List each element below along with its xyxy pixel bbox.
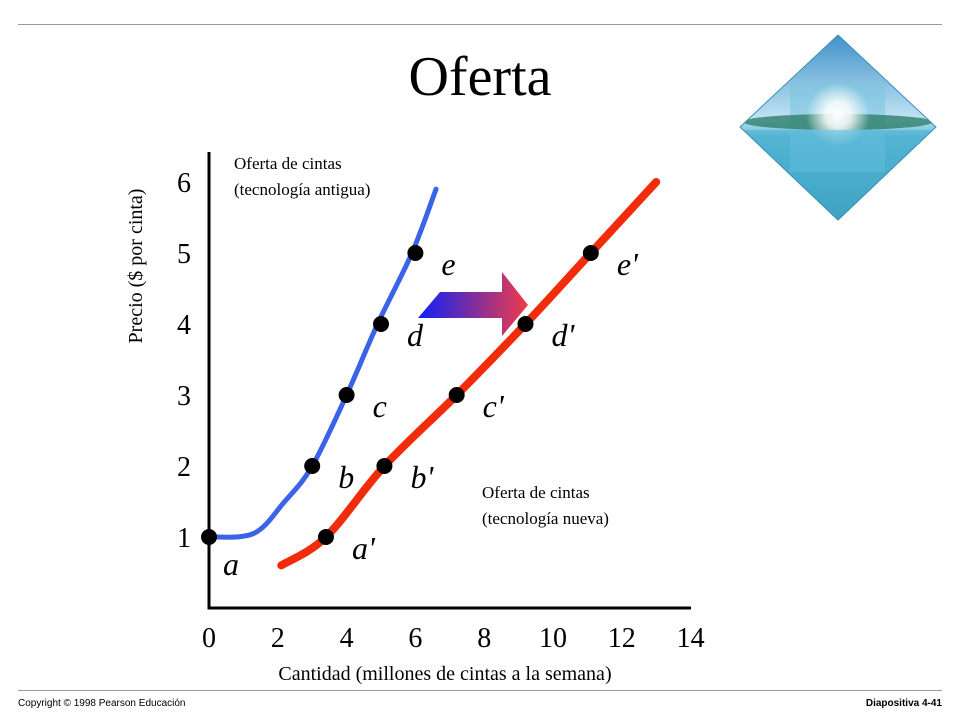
x-tick-label: 0 <box>202 623 216 654</box>
x-axis-title: Cantidad (millones de cintas a la semana… <box>278 663 611 685</box>
old-technology-label: (tecnología antigua) <box>234 180 370 199</box>
point-a <box>201 529 217 545</box>
point-label-d: d <box>407 317 424 353</box>
point-label-d-prime: d' <box>551 317 575 353</box>
x-tick-label: 2 <box>271 623 285 654</box>
point-c <box>338 387 355 403</box>
point-label-b-prime: b' <box>410 459 434 495</box>
bottom-rule <box>18 690 942 691</box>
point-label-c: c <box>373 388 387 424</box>
old-technology-label: Oferta de cintas <box>234 154 342 173</box>
point-label-b: b <box>338 459 354 495</box>
y-tick-label: 2 <box>177 452 191 483</box>
shift-right-arrow <box>418 272 528 336</box>
x-tick-label: 14 <box>677 623 705 654</box>
new-technology-label: Oferta de cintas <box>482 483 590 502</box>
y-tick-label: 6 <box>177 168 191 199</box>
point-d <box>373 316 389 332</box>
supply-curves <box>206 178 661 570</box>
x-tick-label: 12 <box>608 623 636 654</box>
copyright-text: Copyright © 1998 Pearson Educación <box>18 698 186 709</box>
y-axis-title: Precio ($ por cinta) <box>125 189 147 344</box>
x-tick-label: 8 <box>477 623 491 654</box>
point-d-prime <box>517 316 534 332</box>
point-label-c-prime: c' <box>483 388 505 424</box>
y-tick-label: 1 <box>177 523 191 554</box>
point-c-prime <box>448 387 465 403</box>
slide-title: Oferta <box>408 46 552 108</box>
old-technology-supply-curve <box>206 186 439 540</box>
y-tick-label: 4 <box>177 310 191 341</box>
point-b-prime <box>376 458 393 474</box>
point-b <box>304 458 321 474</box>
curve-labels: Oferta de cintas (tecnología antigua) Ofer… <box>234 154 609 528</box>
point-label-e: e <box>441 246 455 282</box>
top-rule <box>18 24 942 25</box>
slide-number: Diapositiva 4-41 <box>865 698 942 709</box>
point-e-prime <box>582 245 599 261</box>
point-a-prime <box>317 529 334 545</box>
tropical-beach-diamond-logo <box>739 34 937 221</box>
point-e <box>407 245 424 261</box>
x-tick-label: 10 <box>539 623 567 654</box>
x-tick-label: 4 <box>340 623 354 654</box>
point-label-e-prime: e' <box>617 246 639 282</box>
point-label-a-prime: a' <box>352 530 376 566</box>
y-tick-label: 5 <box>177 239 191 270</box>
new-technology-supply-curve <box>277 178 661 570</box>
point-label-a: a <box>223 546 239 582</box>
y-tick-label: 3 <box>177 381 191 412</box>
new-technology-label: (tecnología nueva) <box>482 509 609 528</box>
x-tick-label: 6 <box>408 623 422 654</box>
